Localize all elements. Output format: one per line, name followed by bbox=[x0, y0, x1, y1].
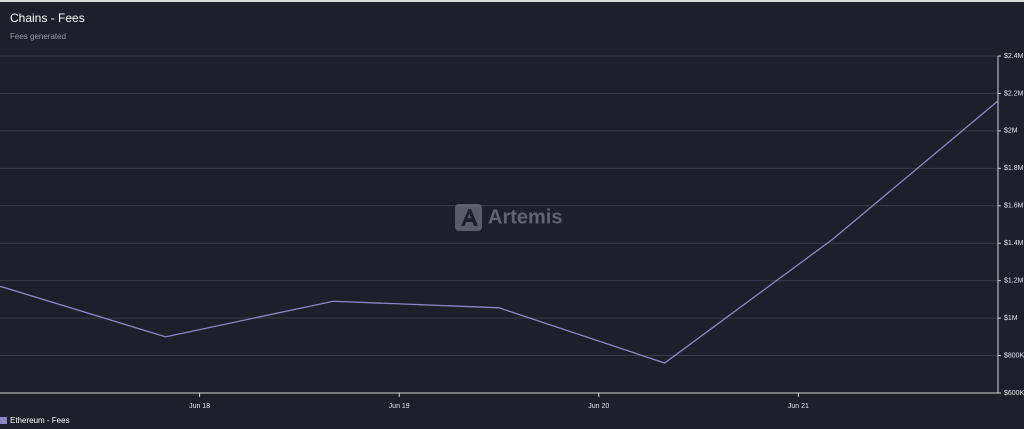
watermark-logo-mark bbox=[461, 209, 478, 226]
y-tick-label: $1.8M bbox=[1004, 165, 1024, 172]
x-tick-label: Jun 19 bbox=[389, 403, 410, 410]
y-tick-label: $2.2M bbox=[1004, 90, 1024, 97]
y-tick-label: $800K bbox=[1004, 352, 1024, 359]
watermark-logo bbox=[455, 204, 482, 231]
y-tick-label: $1.4M bbox=[1004, 240, 1024, 247]
x-tick-label: Jun 20 bbox=[588, 403, 609, 410]
x-tick-label: Jun 18 bbox=[189, 403, 210, 410]
x-tick-label: Jun 21 bbox=[788, 403, 809, 410]
y-tick-label: $600K bbox=[1004, 390, 1024, 397]
y-tick-label: $1.6M bbox=[1004, 203, 1024, 210]
watermark-group: Artemis bbox=[455, 204, 562, 231]
watermark: Artemis bbox=[488, 206, 562, 228]
line-series bbox=[0, 100, 999, 364]
y-tick-label: $2M bbox=[1004, 128, 1018, 135]
legend-swatch bbox=[0, 417, 7, 424]
y-tick-label: $1M bbox=[1004, 315, 1018, 322]
chart-subtitle: Fees generated bbox=[10, 32, 66, 41]
legend-label: Ethereum - Fees bbox=[10, 416, 70, 425]
top-border bbox=[0, 0, 1024, 2]
y-tick-label: $1.2M bbox=[1004, 278, 1024, 285]
chart-title: Chains - Fees bbox=[10, 11, 85, 25]
y-tick-label: $2.4M bbox=[1004, 53, 1024, 60]
